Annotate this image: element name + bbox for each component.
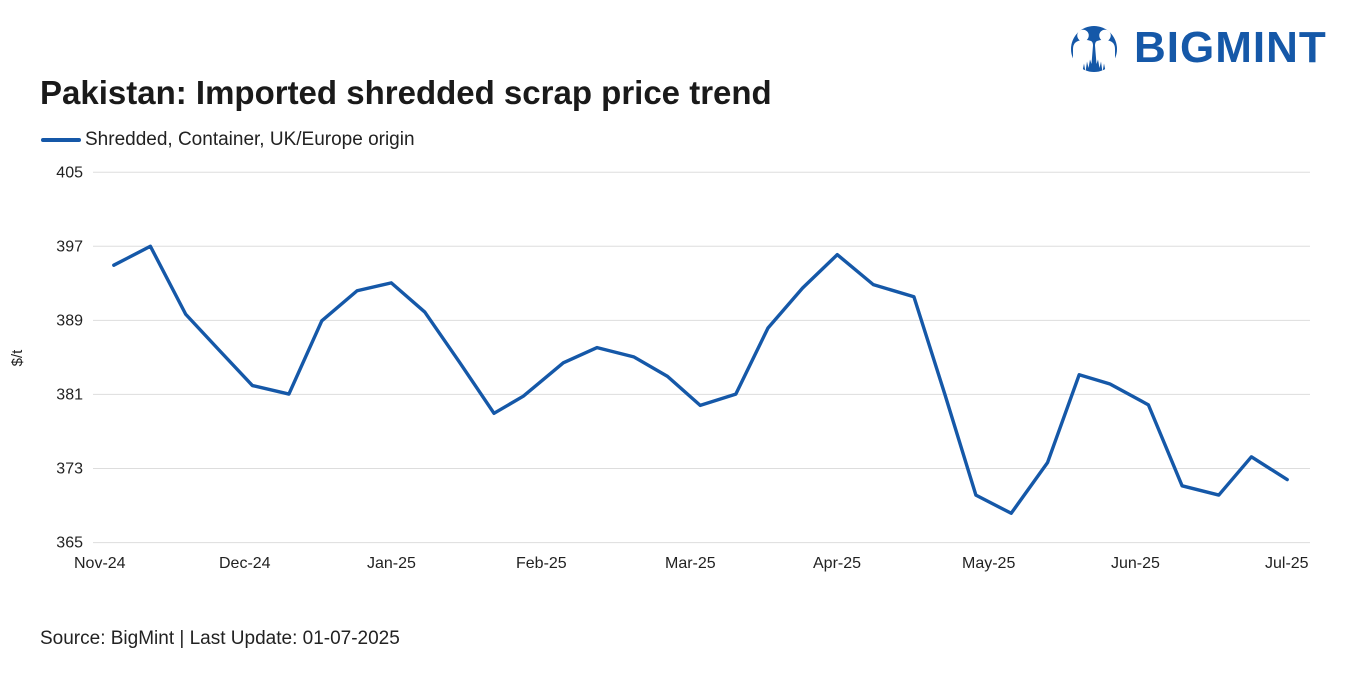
svg-text:Dec-24: Dec-24 — [219, 555, 271, 572]
svg-text:Jun-25: Jun-25 — [1111, 555, 1160, 572]
svg-text:$/t: $/t — [9, 349, 26, 367]
svg-text:365: 365 — [56, 535, 83, 552]
svg-text:397: 397 — [56, 239, 83, 256]
svg-text:Feb-25: Feb-25 — [516, 555, 567, 572]
svg-text:389: 389 — [56, 313, 83, 330]
svg-text:Apr-25: Apr-25 — [813, 555, 861, 572]
svg-text:381: 381 — [56, 387, 83, 404]
svg-text:Mar-25: Mar-25 — [665, 555, 716, 572]
svg-text:373: 373 — [56, 461, 83, 478]
svg-text:May-25: May-25 — [962, 555, 1015, 572]
svg-text:Jan-25: Jan-25 — [367, 555, 416, 572]
svg-text:Nov-24: Nov-24 — [74, 555, 126, 572]
svg-text:405: 405 — [56, 165, 83, 182]
svg-text:Jul-25: Jul-25 — [1265, 555, 1309, 572]
